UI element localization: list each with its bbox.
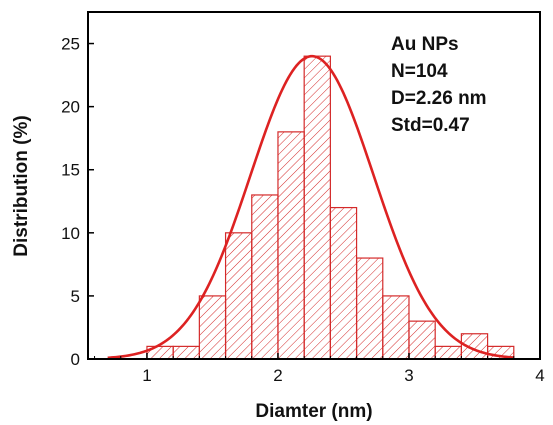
- histogram-bar: [382, 295, 410, 360]
- y-tick-label: 0: [71, 350, 80, 369]
- annotation-mean-diameter: D=2.26 nm: [391, 88, 487, 109]
- stats-annotation: Au NPs N=104 D=2.26 nm Std=0.47: [391, 34, 487, 136]
- annotation-sample: Au NPs: [391, 34, 459, 55]
- y-tick-label: 15: [61, 161, 80, 180]
- histogram-bar: [408, 320, 436, 360]
- histogram-bar: [329, 206, 358, 360]
- y-tick-label: 5: [71, 287, 80, 306]
- histogram-bar: [303, 55, 331, 360]
- histogram-bar: [224, 232, 253, 360]
- x-tick-label: 3: [404, 366, 413, 385]
- y-axis-ticks: 0 5 10 15 20 25: [61, 35, 94, 369]
- y-tick-label: 10: [61, 224, 80, 243]
- annotation-std: Std=0.47: [391, 115, 470, 136]
- y-tick-label: 25: [61, 35, 80, 54]
- gaussian-fit-curve: [107, 54, 514, 360]
- histogram-bar: [172, 345, 200, 360]
- x-tick-label: 1: [142, 366, 151, 385]
- x-axis-ticks: 1 2 3 4: [94, 353, 545, 385]
- histogram-bar: [198, 295, 227, 360]
- x-axis-title: Diamter (nm): [255, 401, 372, 422]
- annotation-count: N=104: [391, 61, 448, 82]
- y-axis-title: Distribution (%): [11, 115, 32, 256]
- y-tick-label: 20: [61, 98, 80, 117]
- histogram-bar: [355, 257, 384, 360]
- bars-group: [146, 55, 515, 360]
- histogram-bar: [434, 345, 462, 360]
- plot-frame: [87, 11, 541, 360]
- histogram-bar: [277, 131, 305, 360]
- histogram-bar: [251, 194, 279, 360]
- x-tick-label: 2: [273, 366, 282, 385]
- x-tick-label: 4: [535, 366, 544, 385]
